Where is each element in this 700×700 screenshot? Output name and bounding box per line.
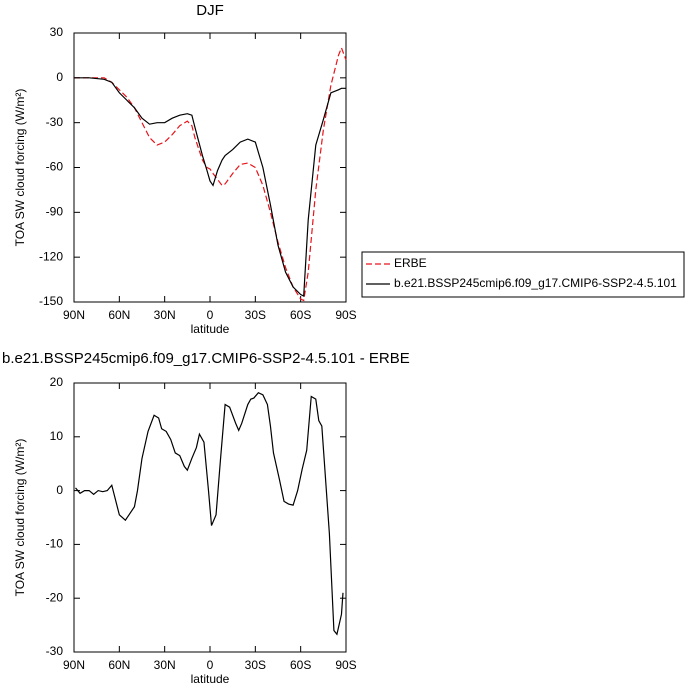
y-axis-label: TOA SW cloud forcing (W/m²) xyxy=(13,439,27,597)
x-tick-label: 90S xyxy=(335,308,356,322)
x-tick-label: 30S xyxy=(245,658,266,672)
x-axis-label: latitude xyxy=(191,672,230,686)
x-tick-label: 0 xyxy=(207,658,214,672)
y-tick-label: -90 xyxy=(46,205,64,219)
x-tick-label: 30S xyxy=(245,308,266,322)
y-tick-label: -30 xyxy=(46,115,64,129)
chart-title: b.e21.BSSP245cmip6.f09_g17.CMIP6-SSP2-4.… xyxy=(2,350,410,367)
y-tick-label: 0 xyxy=(56,70,63,84)
y-axis-label: TOA SW cloud forcing (W/m²) xyxy=(13,89,27,247)
y-tick-label: -30 xyxy=(46,644,64,658)
data-line xyxy=(74,46,347,302)
y-tick-label: -120 xyxy=(39,249,63,263)
plot-frame xyxy=(73,382,347,653)
y-tick-label: 20 xyxy=(50,375,64,389)
x-tick-label: 90S xyxy=(335,658,356,672)
y-tick-label: -150 xyxy=(39,294,63,308)
x-tick-label: 60N xyxy=(108,658,130,672)
y-tick-label: 30 xyxy=(50,25,64,39)
data-line xyxy=(75,391,344,636)
x-tick-label: 90N xyxy=(63,308,85,322)
x-tick-label: 30N xyxy=(154,658,176,672)
x-tick-label: 0 xyxy=(207,308,214,322)
x-tick-label: 60N xyxy=(108,308,130,322)
y-tick-label: -20 xyxy=(46,590,64,604)
x-tick-label: 60S xyxy=(290,658,311,672)
legend-label: b.e21.BSSP245cmip6.f09_g17.CMIP6-SSP2-4.… xyxy=(394,276,677,290)
x-axis-label: latitude xyxy=(191,322,230,336)
chart-title: DJF xyxy=(196,2,224,19)
y-tick-label: -60 xyxy=(46,160,64,174)
legend-box xyxy=(361,251,685,298)
y-tick-label: -10 xyxy=(46,537,64,551)
y-tick-label: 10 xyxy=(50,429,64,443)
x-tick-label: 90N xyxy=(63,658,85,672)
x-tick-label: 30N xyxy=(154,308,176,322)
data-line xyxy=(74,77,346,297)
legend-label: ERBE xyxy=(394,256,427,270)
x-tick-label: 60S xyxy=(290,308,311,322)
y-tick-label: 0 xyxy=(56,483,63,497)
